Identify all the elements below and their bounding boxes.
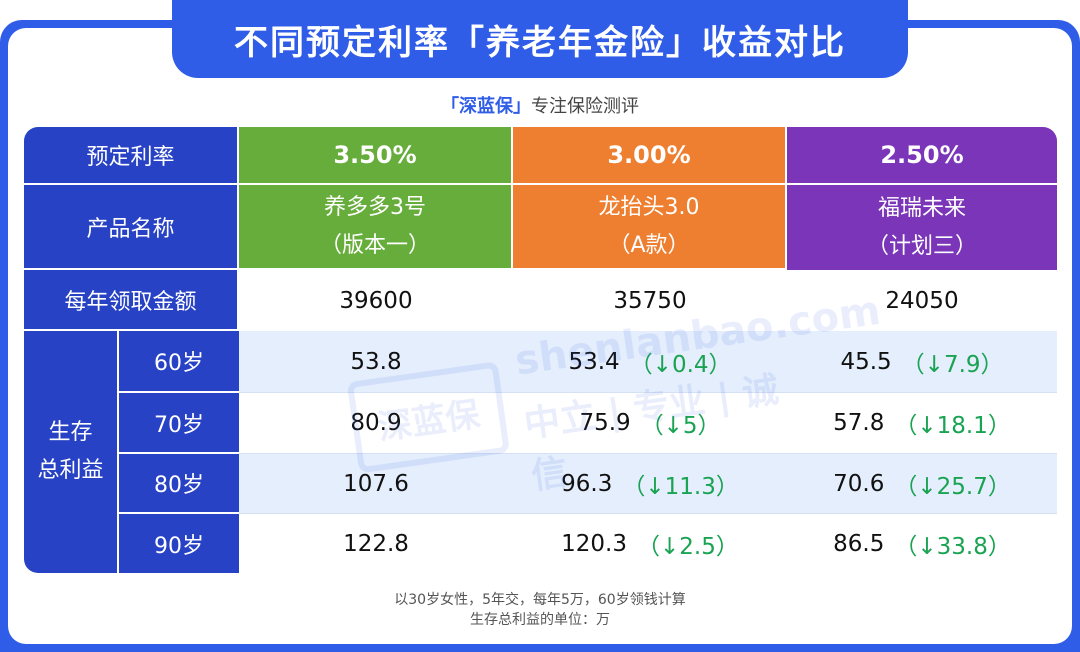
benefit-cell: 45.5 （↓7.9） [787, 331, 1057, 393]
decrease-label: （↓5） [640, 413, 721, 439]
brand-tagline: 专注保险测评 [531, 96, 639, 117]
annual-cell-3: 24050 [787, 270, 1057, 331]
benefit-cell: 57.8 （↓18.1） [787, 393, 1057, 454]
title-banner: 不同预定利率「养老年金险」收益对比 [172, 0, 908, 78]
product-cell-3: 福瑞未来 （计划三） [787, 185, 1057, 270]
decrease-label: （↓0.4） [629, 351, 732, 378]
age-label-60: 60岁 [119, 331, 239, 393]
benefit-cell: 75.9 （↓5） [513, 393, 787, 454]
product-version: （A款） [608, 232, 690, 258]
row-label-total-benefit: 生存 总利益 [24, 331, 119, 573]
age-label-70: 70岁 [119, 393, 239, 454]
decrease-label: （↓25.7） [894, 473, 1011, 500]
row-label-rate: 预定利率 [24, 127, 239, 185]
product-name: 福瑞未来 [877, 195, 966, 221]
rate-cell-3: 2.50% [787, 127, 1057, 185]
product-cell-1: 养多多3号 （版本一） [239, 185, 513, 270]
rate-cell-2: 3.00% [513, 127, 787, 185]
benefit-cell: 70.6 （↓25.7） [787, 454, 1057, 514]
age-label-80: 80岁 [119, 454, 239, 514]
benefit-cell: 80.9 [239, 393, 513, 454]
benefit-cell: 96.3 （↓11.3） [513, 454, 787, 514]
rate-cell-1: 3.50% [239, 127, 513, 185]
decrease-label: （↓11.3） [622, 473, 739, 500]
row-label-annual: 每年领取金额 [24, 270, 239, 331]
age-label-90: 90岁 [119, 514, 239, 573]
annual-cell-2: 35750 [513, 270, 787, 331]
product-name: 养多多3号 [324, 194, 426, 220]
annual-cell-1: 39600 [239, 270, 513, 331]
brand-name: 「深蓝保」 [441, 96, 531, 117]
subtitle: 「深蓝保」专注保险测评 [0, 92, 1080, 118]
product-version: （版本一） [319, 232, 430, 258]
benefit-cell: 53.8 [239, 331, 513, 393]
footnote-basis: 以30岁女性，5年交，每年5万，60岁领钱计算 [394, 592, 686, 608]
benefit-cell: 120.3 （↓2.5） [513, 514, 787, 573]
product-version: （计划三） [866, 233, 977, 259]
benefit-cell: 53.4 （↓0.4） [513, 331, 787, 393]
decrease-label: （↓2.5） [637, 533, 739, 560]
row-label-product: 产品名称 [24, 185, 239, 270]
decrease-label: （↓7.9） [901, 351, 1004, 378]
page-title: 不同预定利率「养老年金险」收益对比 [234, 22, 846, 63]
comparison-table: 预定利率 3.50% 3.00% 2.50% 产品名称 养多多3号 （版本一） … [24, 127, 1057, 573]
product-name: 龙抬头3.0 [598, 194, 700, 220]
product-cell-2: 龙抬头3.0 （A款） [513, 185, 787, 270]
benefit-cell: 122.8 [239, 514, 513, 573]
decrease-label: （↓18.1） [894, 413, 1011, 439]
benefit-cell: 86.5 （↓33.8） [787, 514, 1057, 573]
decrease-label: （↓33.8） [894, 533, 1011, 560]
benefit-cell: 107.6 [239, 454, 513, 514]
footnote-unit: 生存总利益的单位：万 [470, 612, 610, 628]
